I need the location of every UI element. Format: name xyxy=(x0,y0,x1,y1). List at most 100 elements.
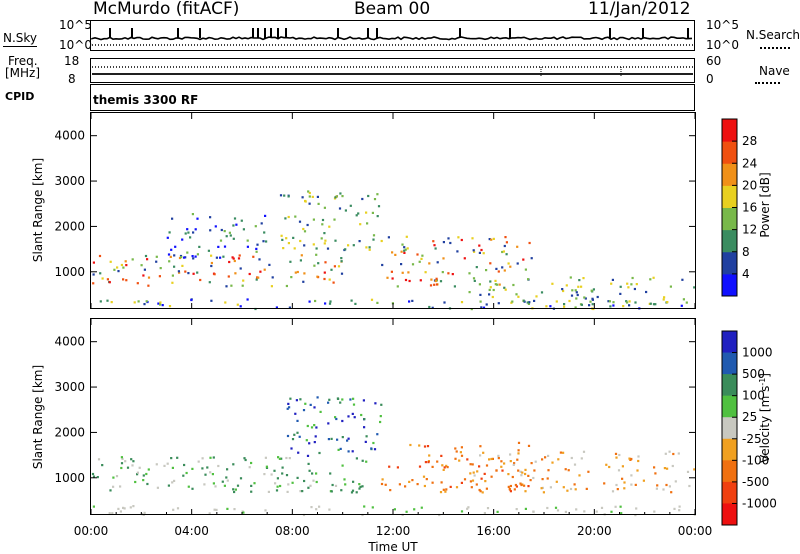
echo-cell xyxy=(582,450,586,453)
echo-cell xyxy=(308,202,311,205)
echo-cell xyxy=(627,286,630,289)
colorbar-cell xyxy=(722,273,737,297)
echo-cell xyxy=(264,456,267,459)
echo-cell xyxy=(365,435,368,438)
echo-cell xyxy=(320,237,323,240)
echo-cell xyxy=(527,278,530,281)
echo-cell xyxy=(173,254,176,257)
echo-cell xyxy=(120,456,123,459)
echo-cell xyxy=(358,483,361,486)
echo-cell xyxy=(235,223,238,226)
echo-cell xyxy=(666,467,669,470)
echo-cell xyxy=(366,222,369,225)
echo-cell xyxy=(122,278,125,281)
echo-cell xyxy=(303,244,306,247)
echo-cell xyxy=(168,231,171,234)
echo-cell xyxy=(334,484,338,487)
echo-cell xyxy=(611,278,614,281)
echo-cell xyxy=(517,469,520,472)
echo-cell xyxy=(616,488,619,491)
echo-cell xyxy=(226,479,229,482)
echo-cell xyxy=(421,254,424,257)
echo-cell xyxy=(315,247,318,250)
echo-cell xyxy=(291,438,295,441)
echo-cell xyxy=(492,237,495,240)
echo-cell xyxy=(623,487,626,490)
echo-cell xyxy=(376,433,379,436)
echo-cell xyxy=(526,301,529,304)
echo-cell xyxy=(436,261,439,264)
echo-cell xyxy=(318,451,321,455)
echo-cell xyxy=(316,195,319,198)
echo-cell xyxy=(663,296,666,299)
echo-cell xyxy=(212,482,215,485)
echo-cell xyxy=(288,457,291,460)
echo-cell xyxy=(396,466,399,469)
echo-cell xyxy=(365,211,368,214)
echo-cell xyxy=(341,464,344,467)
echo-cell xyxy=(512,463,515,466)
echo-cell xyxy=(137,300,140,303)
echo-cell xyxy=(642,479,645,482)
echo-cell xyxy=(680,304,683,307)
echo-cell xyxy=(424,461,427,464)
velocity-cbar-label-sup: -1 xyxy=(758,378,767,386)
colorbar-tick-label: 28 xyxy=(742,134,757,148)
echo-cell xyxy=(306,424,309,428)
echo-cell xyxy=(442,468,445,471)
echo-cell xyxy=(239,267,242,270)
echo-cell xyxy=(155,255,158,258)
power-ylabel: Slant Range [km] xyxy=(31,158,45,262)
echo-cell xyxy=(347,450,350,453)
echo-cell xyxy=(130,458,133,461)
echo-cell xyxy=(308,442,311,445)
echo-cell xyxy=(617,469,621,472)
echo-cell xyxy=(173,479,176,482)
echo-cell xyxy=(513,488,516,491)
echo-cell xyxy=(340,272,344,275)
echo-cell xyxy=(244,458,247,462)
echo-cell xyxy=(171,217,174,220)
echo-cell xyxy=(361,459,364,462)
echo-cell xyxy=(270,285,273,288)
echo-cell xyxy=(649,278,652,281)
nsky-legend-line xyxy=(3,46,37,47)
echo-cell xyxy=(186,228,189,231)
echo-cell xyxy=(264,214,267,217)
echo-cell xyxy=(311,472,314,475)
echo-cell xyxy=(306,223,309,227)
echo-cell xyxy=(233,508,236,511)
echo-cell xyxy=(420,257,423,260)
echo-cell xyxy=(336,397,339,400)
echo-cell xyxy=(201,457,204,460)
echo-cell xyxy=(496,283,499,286)
echo-cell xyxy=(340,260,343,263)
colorbar-tick-label: 8 xyxy=(742,245,750,259)
echo-cell xyxy=(250,490,253,493)
echo-cell xyxy=(442,241,445,244)
echo-cell xyxy=(372,238,375,241)
echo-cell xyxy=(645,290,648,294)
echo-cell xyxy=(196,271,199,274)
echo-cell xyxy=(209,229,212,232)
colorbar-cell xyxy=(722,163,737,186)
echo-cell xyxy=(522,299,525,302)
echo-cell xyxy=(430,278,433,281)
echo-cell xyxy=(159,303,162,306)
echo-cell xyxy=(174,245,177,248)
echo-cell xyxy=(219,239,223,242)
echo-cell xyxy=(97,458,101,461)
colorbar-tick-label: -25 xyxy=(742,432,762,446)
echo-cell xyxy=(373,198,377,201)
echo-cell xyxy=(554,506,558,509)
echo-cell xyxy=(571,289,574,292)
echo-cell xyxy=(630,474,633,477)
echo-cell xyxy=(372,234,376,237)
nsky-top-tick: 10^5 xyxy=(59,18,92,32)
velocity-ylabel: Slant Range [km] xyxy=(31,365,45,469)
echo-cell xyxy=(329,300,332,303)
colorbar-tick-label: -100 xyxy=(742,453,769,467)
echo-cell xyxy=(341,419,344,423)
echo-cell xyxy=(157,302,160,305)
